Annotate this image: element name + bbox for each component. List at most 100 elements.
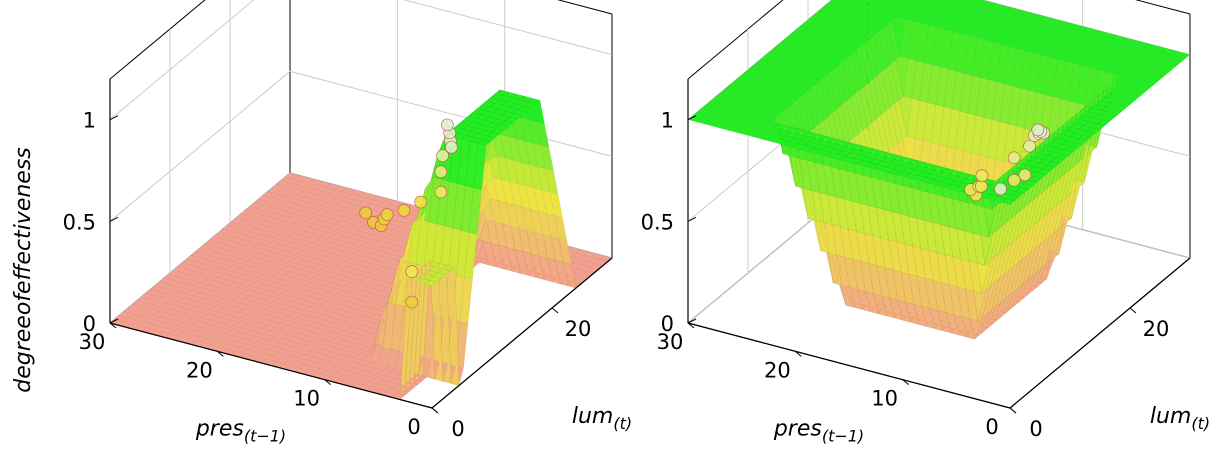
- surface-cell: [244, 206, 258, 213]
- z-tick-label: 1: [83, 109, 96, 133]
- surface-cell: [872, 0, 885, 4]
- surface-cell: [893, 0, 907, 4]
- x-tick-label: 20: [186, 358, 213, 382]
- axis-line: [109, 322, 433, 409]
- surface-cell: [280, 176, 294, 183]
- x-tick-mark: [109, 322, 117, 329]
- surface-cell: [782, 36, 796, 44]
- surface-cell: [217, 229, 231, 236]
- surface-cell: [791, 29, 805, 36]
- surface-cell: [913, 0, 928, 5]
- surface-cell: [777, 40, 791, 48]
- surface-cell: [947, 0, 960, 3]
- surface-cell: [934, 0, 948, 5]
- y-tick-label: 20: [1143, 317, 1170, 341]
- data-point: [441, 118, 454, 132]
- surface-cell: [926, 0, 938, 3]
- x-axis-title-sub: (t−1): [244, 427, 286, 446]
- data-point: [436, 149, 449, 162]
- z-tick-mark: [109, 216, 119, 222]
- data-point: [434, 165, 448, 179]
- z-tick-label: 0: [661, 312, 674, 336]
- y-axis-title-sub: (t): [1191, 414, 1210, 433]
- surface-cell: [755, 59, 769, 66]
- z-tick-label: 0.5: [63, 210, 96, 234]
- surface-cell: [975, 0, 990, 6]
- surface-cell: [764, 51, 778, 59]
- x-tick-label: 30: [79, 330, 106, 354]
- surface-cell: [827, 0, 841, 6]
- surface-cell: [276, 180, 290, 187]
- surface-cell: [750, 63, 764, 70]
- data-point: [974, 179, 988, 193]
- x-tick-label: 20: [764, 358, 791, 382]
- x-axis-title: pres(t−1): [195, 417, 286, 446]
- surface-cell: [804, 18, 818, 25]
- surface-cell: [204, 240, 218, 247]
- z-tick-label: 0.5: [641, 210, 674, 234]
- x-tick-mark: [217, 350, 224, 357]
- y-axis-title: lum(t): [572, 404, 632, 433]
- data-point: [1018, 168, 1032, 182]
- axis-edge: [687, 0, 784, 80]
- axis-line: [431, 257, 613, 409]
- surface-cell: [262, 191, 276, 198]
- data-point: [994, 182, 1007, 196]
- data-point: [405, 265, 419, 278]
- x-axis-title-main: pres: [773, 417, 822, 442]
- z-tick-label: 0: [83, 312, 96, 336]
- y-axis-title: lum(t): [1150, 404, 1210, 433]
- y-axis-title-sub: (t): [613, 414, 632, 433]
- surface-cell: [267, 187, 281, 195]
- surface-cell: [773, 44, 787, 51]
- data-point: [414, 195, 427, 209]
- surface-cell: [832, 0, 843, 3]
- surface-cell: [795, 25, 809, 33]
- surface-cell: [809, 14, 823, 21]
- surface-cell: [226, 221, 240, 228]
- y-tick-label: 20: [565, 317, 592, 341]
- surface-cell: [813, 10, 827, 18]
- surface-cell: [199, 244, 213, 251]
- surface-cell: [285, 172, 299, 180]
- surface-cell: [963, 0, 970, 2]
- x-tick-label: 10: [871, 387, 898, 411]
- x-axis-title-main: pres: [195, 417, 244, 442]
- surface-cell: [800, 21, 814, 29]
- data-point: [1007, 173, 1021, 187]
- y-tick-mark: [1009, 407, 1017, 414]
- surface-cell: [249, 202, 263, 210]
- data-point: [397, 204, 411, 217]
- data-point: [405, 295, 419, 309]
- surface-cell: [759, 55, 773, 63]
- surface-cell: [258, 195, 272, 202]
- y-tick-mark: [1129, 307, 1137, 314]
- surface-cell: [235, 214, 249, 221]
- surface-cell: [860, 0, 874, 5]
- surface-cell: [213, 232, 227, 240]
- surface-cell: [839, 0, 854, 5]
- x-axis-title: pres(t−1): [773, 417, 864, 446]
- surface-cell: [240, 210, 254, 217]
- data-point: [1031, 123, 1045, 137]
- data-point: [434, 185, 448, 199]
- y-tick-label: 0: [451, 417, 464, 441]
- surface-cell: [271, 184, 285, 191]
- surface-cell: [869, 0, 875, 1]
- data-point: [1007, 151, 1021, 165]
- y-tick-label: 0: [1029, 417, 1042, 441]
- axis-edge: [109, 0, 206, 80]
- data-point: [975, 169, 989, 183]
- x-tick-label: 0: [985, 415, 998, 439]
- y-axis-title-main: lum: [1150, 404, 1192, 429]
- x-tick-label: 0: [407, 415, 420, 439]
- y-axis-title-main: lum: [572, 404, 614, 429]
- surface-cell: [880, 0, 895, 6]
- surface: [687, 0, 1191, 340]
- surface-cell: [786, 33, 800, 40]
- x-tick-label: 10: [293, 387, 320, 411]
